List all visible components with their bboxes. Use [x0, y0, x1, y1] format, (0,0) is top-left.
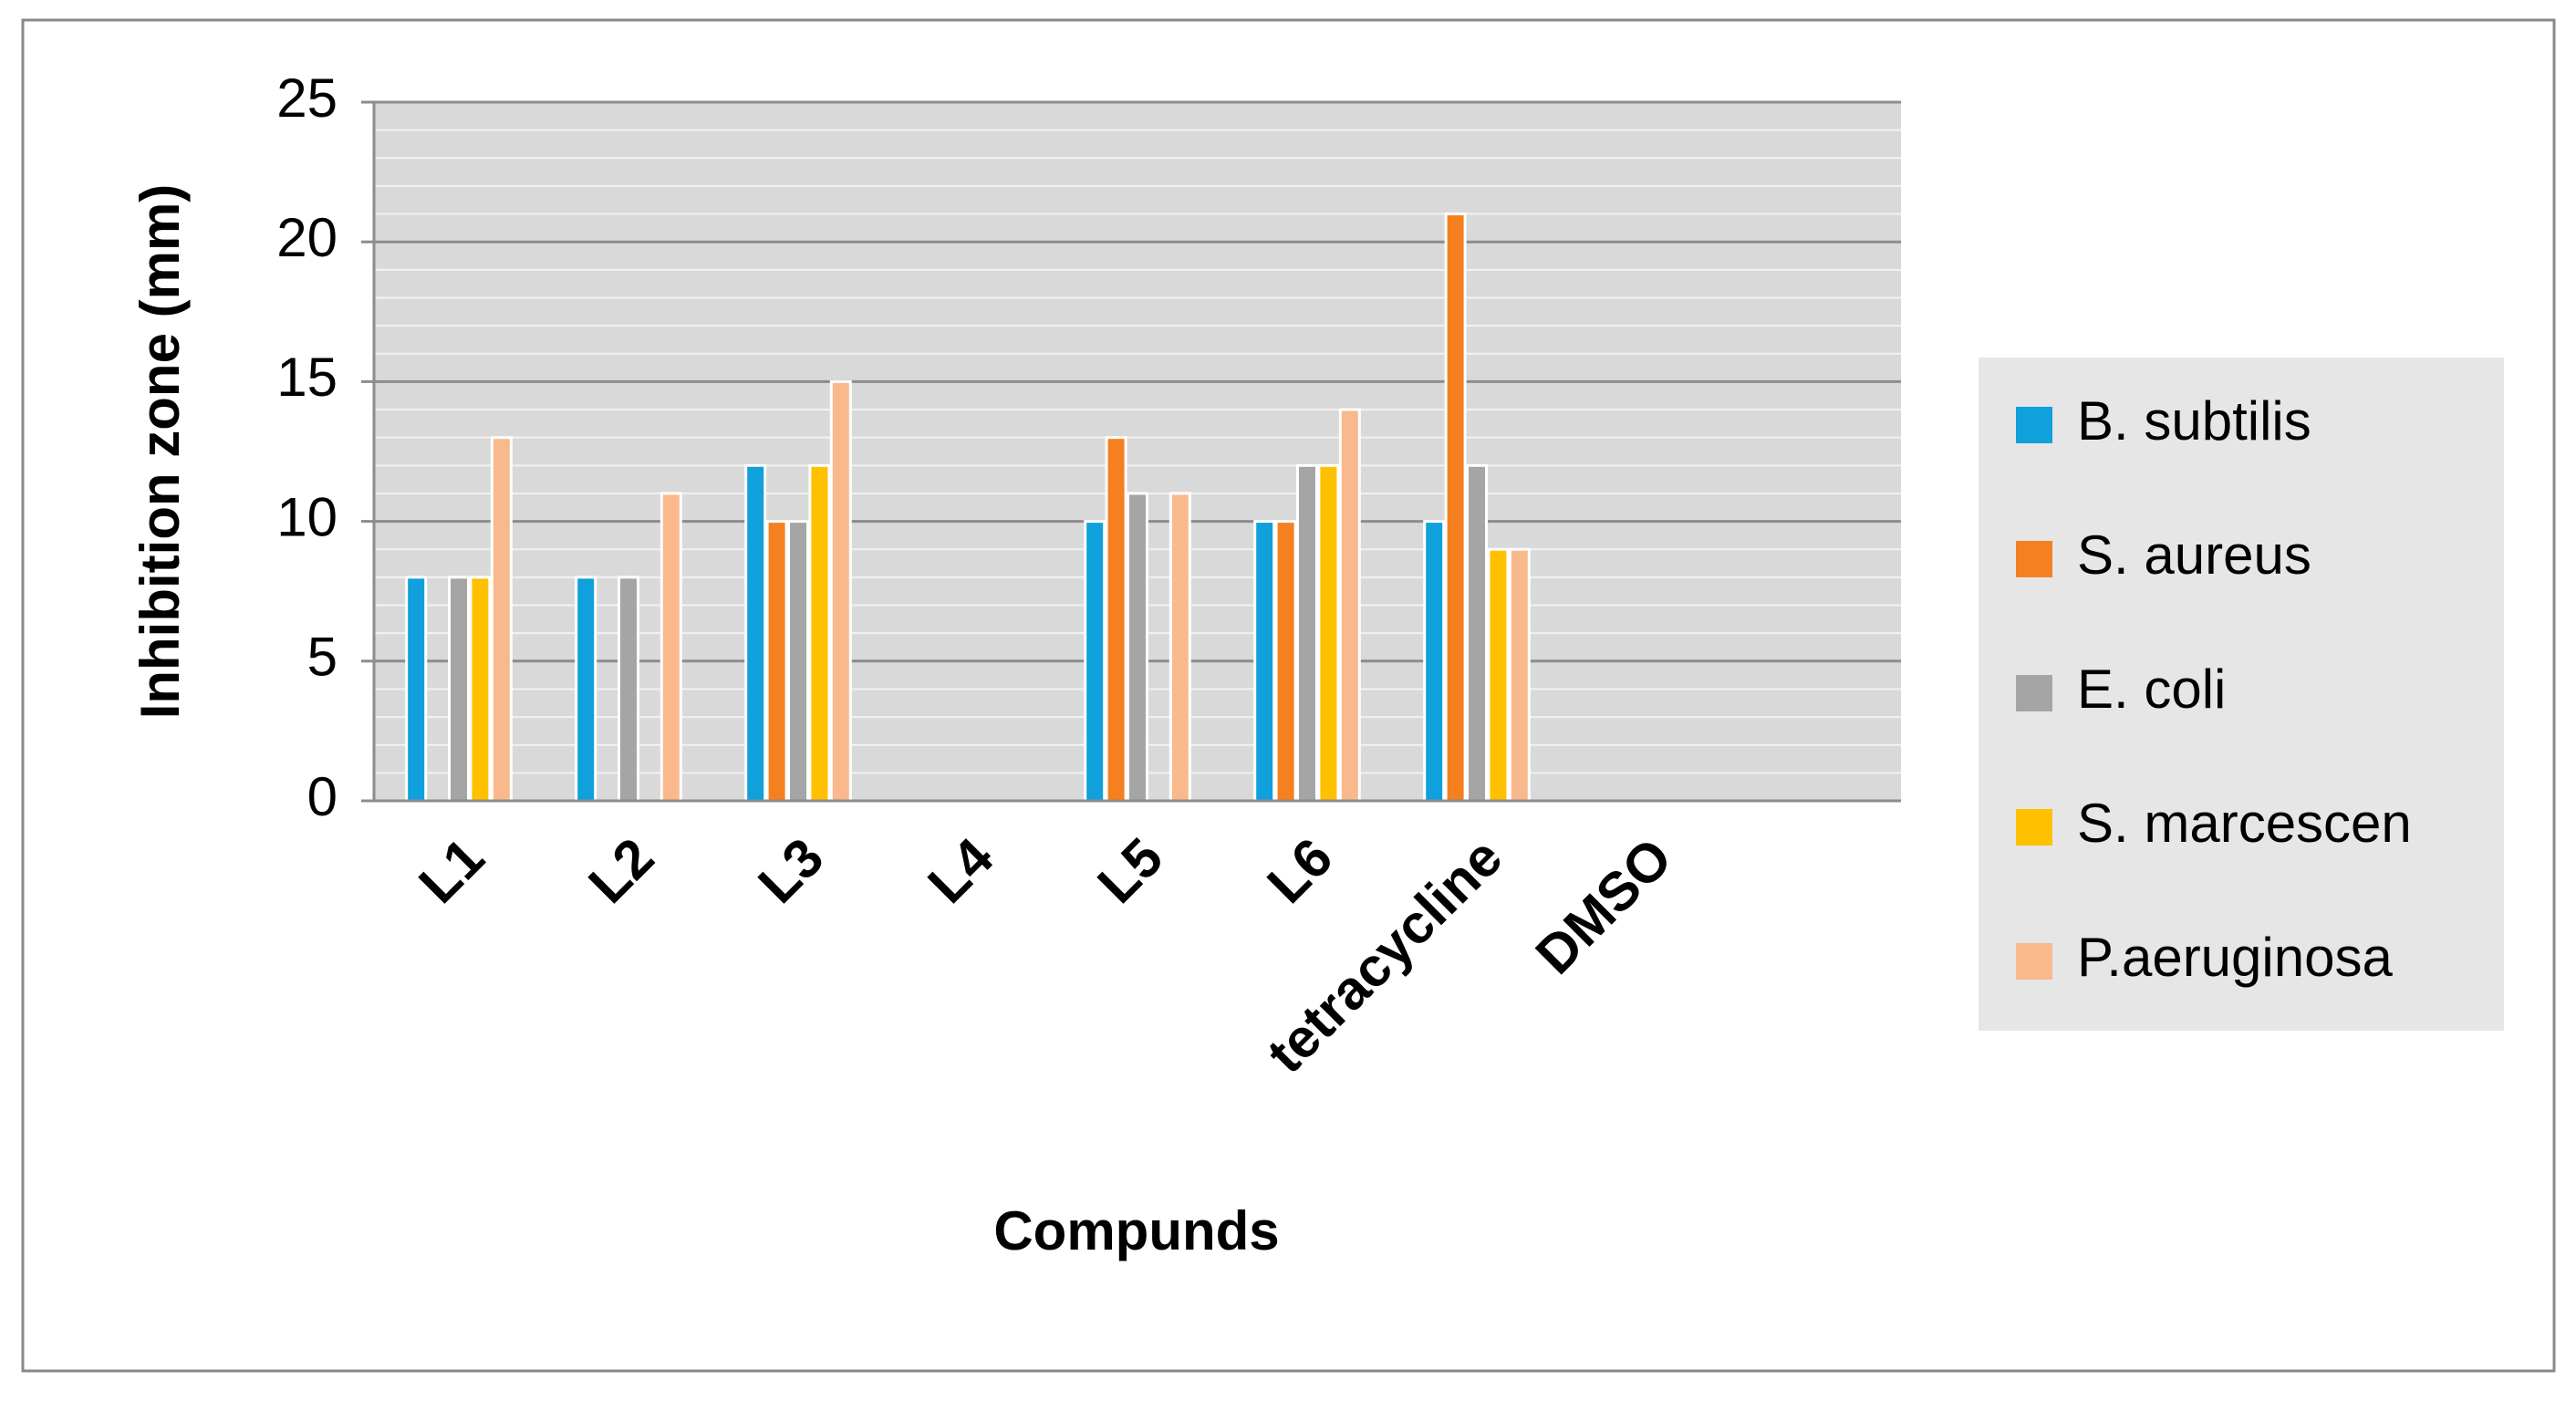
y-tick-label: 20: [276, 207, 338, 268]
bar: [829, 379, 852, 803]
y-tick-label: 0: [307, 766, 338, 827]
y-tick-label: 5: [307, 627, 338, 688]
bar: [469, 576, 492, 803]
x-axis-title: Compunds: [993, 1200, 1279, 1261]
bar: [1253, 520, 1276, 803]
legend-swatch: [2016, 541, 2052, 577]
legend-label: P.aeruginosa: [2077, 927, 2393, 988]
bar: [1169, 492, 1191, 803]
bar: [808, 463, 831, 803]
bar: [1274, 520, 1297, 803]
y-tick-label: 25: [276, 67, 338, 129]
bar: [1466, 463, 1488, 803]
legend-swatch: [2016, 943, 2052, 980]
bar: [1127, 492, 1148, 803]
y-tick-label: 10: [276, 486, 338, 547]
bar: [660, 492, 682, 803]
bar: [765, 520, 788, 803]
bar: [618, 576, 639, 803]
legend-swatch: [2016, 675, 2052, 711]
bar: [1444, 213, 1467, 803]
bar: [1508, 547, 1531, 803]
bar: [787, 520, 809, 803]
bar: [1487, 547, 1510, 803]
y-axis-title: Inhibition zone (mm): [130, 184, 191, 720]
bar: [744, 463, 767, 803]
bar: [405, 576, 428, 803]
legend-label: E. coli: [2077, 659, 2226, 720]
bar: [1317, 463, 1340, 803]
bar: [1423, 520, 1446, 803]
legend-swatch: [2016, 407, 2052, 443]
legend-label: S. aureus: [2077, 524, 2311, 586]
y-tick-label: 15: [276, 347, 338, 408]
bar: [1338, 408, 1361, 803]
bar: [1296, 463, 1318, 803]
bar: [448, 576, 470, 803]
bar: [575, 576, 597, 803]
legend-label: B. subtilis: [2077, 390, 2311, 451]
bar: [1084, 520, 1106, 803]
bar: [490, 436, 513, 803]
bar: [1105, 436, 1127, 803]
legend-label: S. marcescen: [2077, 793, 2412, 854]
legend-box: [1979, 358, 2504, 1031]
legend-swatch: [2016, 809, 2052, 846]
